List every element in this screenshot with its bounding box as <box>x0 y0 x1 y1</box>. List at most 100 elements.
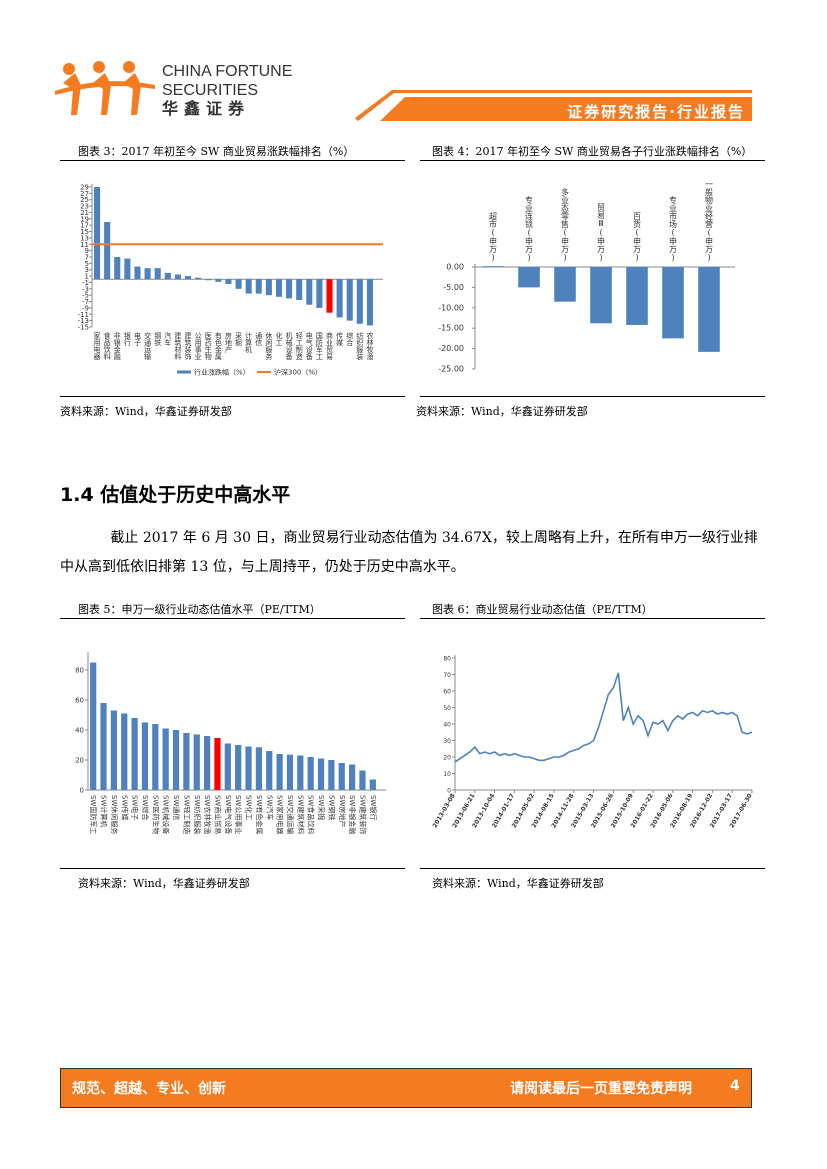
bar <box>275 279 283 297</box>
logo <box>55 61 155 115</box>
figure-source: 资料来源：Wind，华鑫证券研发部 <box>60 405 232 418</box>
bar <box>326 279 333 313</box>
bar <box>265 279 272 296</box>
bar <box>205 279 212 281</box>
bar <box>286 754 294 790</box>
rule <box>60 618 405 619</box>
line-series <box>454 672 753 763</box>
bar <box>224 743 231 790</box>
x-tick-label: 电子 <box>133 331 141 346</box>
bar <box>225 279 232 285</box>
bar <box>90 662 97 790</box>
bar <box>286 279 293 299</box>
figure-source: 资料来源：Wind，华鑫证券研发部 <box>78 877 250 890</box>
x-tick-label: SW商业贸易 <box>213 795 222 834</box>
rule <box>420 868 765 869</box>
bar <box>356 279 363 324</box>
bar <box>164 272 171 280</box>
x-tick-label: SW化工 <box>245 795 254 820</box>
bar <box>172 730 180 790</box>
y-tick-label: -15 <box>78 324 89 332</box>
bar <box>255 279 262 294</box>
x-tick-label: 传媒 <box>336 331 344 347</box>
rule <box>60 868 405 869</box>
x-tick-label: 国防军工 <box>315 332 323 360</box>
footer-band <box>60 1068 752 1108</box>
x-tick-label: SW采掘 <box>317 795 326 820</box>
bar <box>100 703 107 790</box>
legend-label: 行业涨跌幅（%） <box>194 368 250 377</box>
y-tick-label: 11 <box>80 241 89 249</box>
y-tick-label: 20 <box>443 755 451 762</box>
bar <box>183 733 190 790</box>
y-tick-label: -20.00 <box>438 344 464 353</box>
x-tick-label: 公用事业 <box>194 332 202 360</box>
bar <box>144 268 151 280</box>
footer-disclaimer: 请阅读最后一页重要免责声明 <box>510 1081 692 1097</box>
x-tick-label: 采掘 <box>235 331 243 347</box>
y-tick-label: 20 <box>75 757 84 765</box>
y-tick-label: -13 <box>78 317 89 325</box>
bar <box>307 757 314 790</box>
x-tick-label: 综合 <box>346 331 354 347</box>
bar <box>124 258 131 280</box>
y-tick-label: 80 <box>443 656 451 663</box>
rule <box>420 618 765 619</box>
x-tick-label: 食品饮料 <box>103 331 111 361</box>
y-tick-label: -9 <box>82 304 89 312</box>
brand-en-1: CHINA FORTUNE <box>162 63 293 80</box>
x-tick-label: 机械设备 <box>285 331 293 361</box>
x-tick-label: 银行 <box>123 331 131 347</box>
bar <box>235 745 242 790</box>
bar <box>255 747 262 790</box>
x-tick-label: SW公用事业 <box>234 795 243 834</box>
y-tick-label: 9 <box>85 247 89 255</box>
y-tick-label: 50 <box>443 705 451 712</box>
x-tick-label: SW电气设备 <box>224 795 233 834</box>
bar <box>297 755 304 790</box>
x-tick-label: 建筑装饰 <box>184 331 192 361</box>
bar <box>193 734 200 790</box>
x-tick-label: SW综合 <box>141 795 150 820</box>
x-tick-label: SW休闲服务 <box>110 795 119 834</box>
x-tick-label: SW纺织服装 <box>193 795 202 834</box>
x-tick-label: SW建筑材料 <box>296 795 305 834</box>
y-tick-label: 3 <box>85 266 89 274</box>
y-tick-label: 30 <box>443 738 451 745</box>
bar <box>359 770 366 790</box>
bar <box>162 728 169 790</box>
x-tick-label: 纺织服装 <box>356 331 364 361</box>
y-tick-label: 0 <box>80 787 84 795</box>
bar <box>369 779 376 790</box>
figure-title: 图表 6：商业贸易行业动态估值（PE/TTM） <box>432 603 653 616</box>
x-tick-label: 有色金属 <box>214 331 222 361</box>
bar <box>518 267 540 288</box>
x-tick-label: SW房地产 <box>338 795 347 827</box>
y-tick-label: -15.00 <box>438 324 464 333</box>
y-tick-label: 7 <box>85 254 89 262</box>
x-tick-label: 医药生物 <box>204 332 212 361</box>
x-tick-label: SW计算机 <box>100 795 109 827</box>
legend-swatch <box>177 370 191 374</box>
x-tick-label: 钢铁 <box>154 331 162 347</box>
x-tick-label: SW汽车 <box>265 795 274 820</box>
x-tick-label: SW银行 <box>369 795 378 820</box>
bar <box>141 722 149 790</box>
bar <box>482 266 504 267</box>
y-tick-label: 40 <box>75 727 84 735</box>
x-tick-label: SW交通运输 <box>286 795 295 834</box>
y-tick-label: 60 <box>75 697 84 705</box>
bar <box>121 713 128 790</box>
brand-en: CHINA FORTUNE SECURITIES 华鑫证券 <box>162 62 292 119</box>
x-tick-label: SW家用电器 <box>276 795 285 834</box>
paragraph: 截止 2017 年 6 月 30 日，商业贸易行业动态估值为 34.67X，较上… <box>60 530 758 575</box>
figure-source: 资料来源：Wind，华鑫证券研发部 <box>416 405 588 418</box>
x-tick-label: SW机械设备 <box>162 795 171 834</box>
x-tick-label: 电气设备 <box>305 331 313 361</box>
footer-motto: 规范、超越、专业、创新 <box>72 1081 226 1097</box>
bar <box>94 187 101 280</box>
bar <box>306 279 313 305</box>
y-tick-label: -10.00 <box>438 303 464 312</box>
x-tick-label: 轻工制造 <box>295 331 303 361</box>
